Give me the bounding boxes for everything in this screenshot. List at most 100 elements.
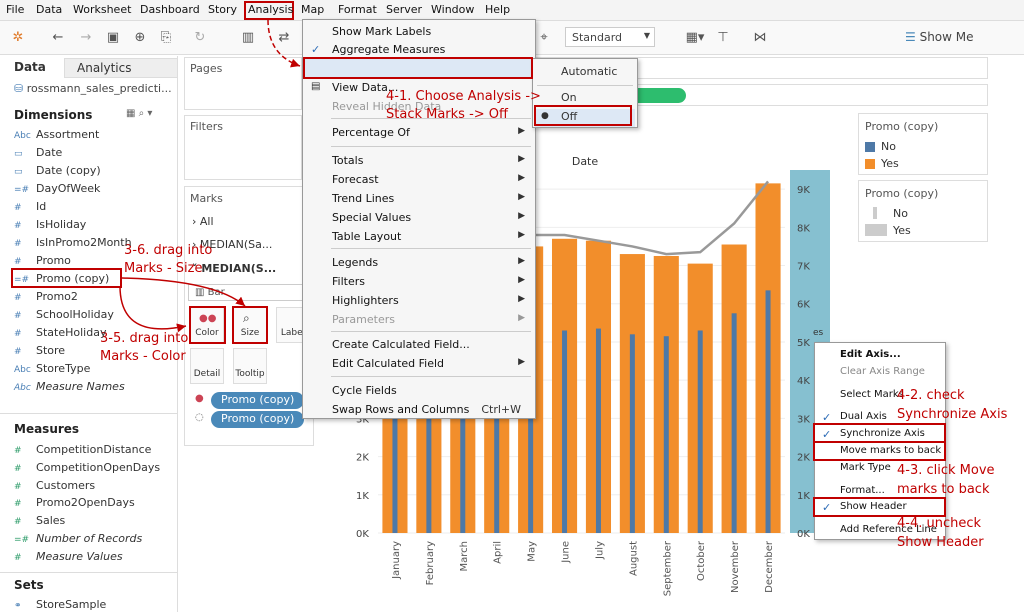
size-button[interactable]: Size [233,307,267,343]
menu-data[interactable]: Data [36,3,63,16]
refresh-icon[interactable]: ↻ [194,30,206,45]
menu-item-swap-rows-and-columns[interactable]: Swap Rows and Columns [332,403,470,416]
ctx-item-edit-axis[interactable]: Edit Axis... [840,349,901,360]
dimension-field[interactable]: ▭ Date [14,146,62,161]
dimension-field[interactable]: Abc StoreType [14,362,90,377]
dimension-field[interactable]: Abc Measure Names [14,380,125,395]
ctx-item-format[interactable]: Format... [840,485,885,496]
dimensions-tools-icon[interactable]: ▦ ⌕ ▾ [126,108,153,119]
ctx-item-move-marks-to-back[interactable]: Move marks to back [840,445,942,456]
menu-item-aggregate-measures[interactable]: Aggregate Measures [332,43,446,56]
ctx-item-show-header[interactable]: Show Header [840,501,907,512]
dimension-field[interactable]: # SchoolHoliday [14,308,114,323]
menu-item-forecast[interactable]: Forecast [332,173,379,186]
tableau-logo-icon[interactable]: ✲ [12,30,24,45]
share-icon[interactable]: ⋈ [753,30,767,45]
dimension-field[interactable]: # StateHoliday [14,326,106,341]
menu-item-show-mark-labels[interactable]: Show Mark Labels [332,25,432,38]
dimension-field[interactable]: ▭ Date (copy) [14,164,101,179]
pause-updates-icon[interactable]: ⎘ [160,30,172,45]
menu-analysis[interactable]: Analysis [248,3,294,16]
legend-item-no[interactable]: No [881,140,896,153]
menu-item-trend-lines[interactable]: Trend Lines [332,192,395,205]
detail-button[interactable]: Detail [190,348,224,384]
measure-field[interactable]: # CompetitionDistance [14,443,151,458]
stack-off[interactable]: Off [561,110,578,123]
pin-icon[interactable]: ⌖ [540,30,548,45]
measure-field[interactable]: # Measure Values [14,550,123,565]
ctx-item-add-reference-line[interactable]: Add Reference Line [840,524,937,535]
mark-type-select[interactable]: ▥ Bar [188,284,304,301]
menu-story[interactable]: Story [208,3,238,16]
stack-automatic[interactable]: Automatic [561,65,618,78]
measure-field[interactable]: # Promo2OpenDays [14,496,135,511]
redo-icon[interactable]: → [80,30,92,45]
tab-analytics[interactable]: Analytics [64,58,178,78]
menu-item-legends[interactable]: Legends [332,256,379,269]
new-datasource-icon[interactable]: ⊕ [134,30,146,45]
legend-swatch-no[interactable] [865,142,875,152]
dimension-field[interactable]: Abc Assortment [14,128,99,143]
size-item-no[interactable]: No [893,207,908,220]
datasource-name[interactable]: ⛁ rossmann_sales_predicti... [14,82,172,95]
dimension-field[interactable]: # Promo [14,254,71,269]
measure-field[interactable]: =# Number of Records [14,532,142,547]
legend-swatch-yes[interactable] [865,159,875,169]
menu-item-view-data[interactable]: View Data... [332,81,399,94]
dimension-field[interactable]: # Id [14,200,46,215]
presentation-icon[interactable]: ⊤ [717,30,729,45]
swap-icon[interactable]: ⇄ [278,30,290,45]
size-item-yes[interactable]: Yes [893,224,911,237]
menu-item-filters[interactable]: Filters [332,275,365,288]
menu-item-highlighters[interactable]: Highlighters [332,294,399,307]
menu-item-table-layout[interactable]: Table Layout [332,230,402,243]
menu-dashboard[interactable]: Dashboard [140,3,200,16]
menu-format[interactable]: Format [338,3,377,16]
measure-field[interactable]: # Sales [14,514,65,529]
fit-icon[interactable]: ▦▾ [685,30,705,45]
menu-help[interactable]: Help [485,3,511,16]
annotation-4-3-line1: 4-3. click Move [897,463,995,478]
size-pill[interactable]: Promo (copy) [211,411,305,428]
menu-item-percentage-of[interactable]: Percentage Of [332,126,410,139]
dimension-field[interactable]: # Promo2 [14,290,78,305]
marks-median-1[interactable]: › MEDIAN(Sa... [192,238,273,251]
marks-median-2[interactable]: ˅ MEDIAN(S... [192,262,277,275]
set-field[interactable]: ⚭ StoreSample [14,598,106,613]
menu-worksheet[interactable]: Worksheet [73,3,132,16]
show-me-button[interactable]: ☰ Show Me [905,30,974,44]
menu-item-cycle-fields[interactable]: Cycle Fields [332,384,397,397]
stack-on[interactable]: On [561,91,577,104]
ctx-item-dual-axis[interactable]: Dual Axis [840,411,887,422]
dimension-field[interactable]: # IsInPromo2Month [14,236,132,251]
filters-shelf[interactable] [184,115,302,180]
menu-item-edit-calculated-field[interactable]: Edit Calculated Field [332,357,445,370]
tooltip-button[interactable]: Tooltip [233,348,267,384]
menu-file[interactable]: File [6,3,25,16]
menu-item-create-calculated-field[interactable]: Create Calculated Field... [332,338,470,351]
menu-map[interactable]: Map [301,3,325,16]
dimension-field[interactable]: =# DayOfWeek [14,182,100,197]
ctx-item-mark-type[interactable]: Mark Type [840,462,891,473]
menu-item-special-values[interactable]: Special Values [332,211,412,224]
tab-data[interactable]: Data [0,58,64,78]
dimension-field[interactable]: # IsHoliday [14,218,86,233]
menu-window[interactable]: Window [431,3,475,16]
legend-item-yes[interactable]: Yes [881,157,899,170]
color-pill[interactable]: Promo (copy) [211,392,305,409]
menu-server[interactable]: Server [386,3,423,16]
ctx-item-synchronize-axis[interactable]: Synchronize Axis [840,428,925,439]
menu-item-totals[interactable]: Totals [332,154,364,167]
ctx-item-select-marks[interactable]: Select Marks [840,389,904,400]
dimension-field[interactable]: =# Promo (copy) [14,272,109,287]
measure-field[interactable]: # CompetitionOpenDays [14,461,160,476]
measure-field[interactable]: # Customers [14,479,95,494]
fit-select[interactable]: Standard ▼ [565,27,655,47]
save-icon[interactable]: ▣ [106,30,120,45]
field-type-icon: # [14,311,22,321]
highlight-show-header [813,497,946,517]
undo-icon[interactable]: ← [52,30,64,45]
marks-all[interactable]: › All [192,215,214,228]
chart-icon[interactable]: ▥ [241,30,255,45]
dimension-field[interactable]: # Store [14,344,65,359]
